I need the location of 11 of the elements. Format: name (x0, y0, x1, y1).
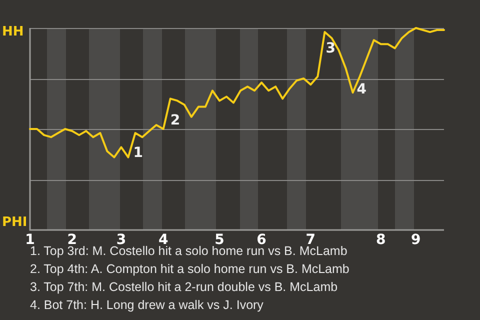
annotation: 2 (170, 112, 180, 129)
x-tick-label: 9 (411, 232, 421, 248)
annotation: 4 (356, 81, 367, 98)
annotation: 3 (326, 40, 336, 57)
text: 2. Top 4th: A. Compton hit a solo home run vs B. McLamb (30, 261, 350, 278)
text: PHI (2, 214, 28, 230)
x-tick-label: 8 (376, 232, 386, 248)
text: 3. Top 7th: M. Costello hit a 2-run double vs B. McLamb (30, 279, 339, 296)
text: 4. Bot 7th: H. Long drew a walk vs J. Ivory (30, 297, 264, 314)
text: HH (2, 24, 24, 40)
annotation: 1 (133, 144, 143, 161)
